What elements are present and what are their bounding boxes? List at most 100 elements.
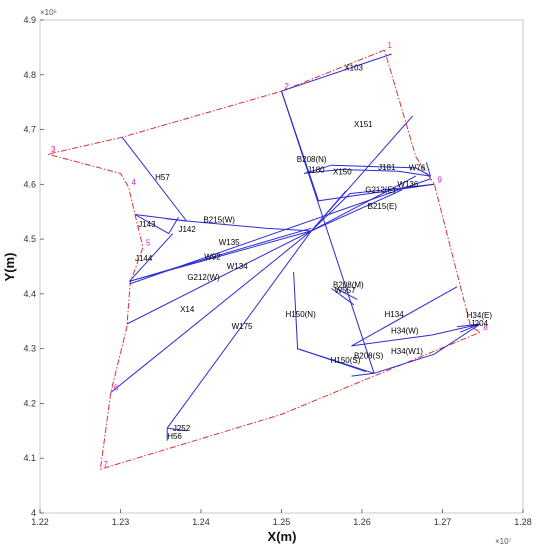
line-label-b208-n: B208(N) — [297, 155, 327, 164]
boundary-layer — [47, 49, 482, 470]
y-tick-label: 4 — [31, 508, 36, 518]
y-tick-label: 4.8 — [23, 70, 36, 80]
y-tick-label: 4.3 — [23, 344, 36, 354]
x-tick-label: 1.26 — [353, 517, 371, 527]
line-label-b215-e: B215(E) — [368, 202, 398, 211]
line-label-h57: H57 — [155, 173, 170, 182]
series-line-j180 — [303, 169, 341, 174]
series-line-b208-n — [304, 164, 431, 177]
y-tick-label: 4.2 — [23, 398, 36, 408]
y-axis-ticks: 4 4.1 4.2 4.3 4.4 4.5 4.6 4.7 4.8 4.9 — [23, 15, 44, 518]
line-label-h56: H56 — [167, 432, 182, 441]
line-label-w135: W135 — [219, 238, 240, 247]
x-exponent-label: ×10⁷ — [495, 537, 512, 546]
x-tick-label: 1.23 — [112, 517, 130, 527]
y-tick-label: 4.4 — [23, 289, 36, 299]
series-line-g212-w — [129, 227, 312, 282]
vertex-label-layer: 1 2 3 4 5 6 7 8 9 — [51, 41, 488, 469]
y-tick-label: 4.7 — [23, 125, 36, 135]
series-line-b215-e — [310, 183, 435, 232]
series-line-w175 — [166, 230, 312, 429]
series-line-h34-w1 — [373, 323, 481, 374]
y-exponent-label: ×10⁶ — [40, 8, 57, 17]
boundary-vertex-label: 6 — [114, 383, 119, 392]
line-label-x151: X151 — [354, 120, 373, 129]
series-line-b208-s — [351, 372, 375, 377]
series-line-w135 — [129, 178, 431, 285]
line-label-b208-m: B208(M) — [333, 280, 364, 289]
boundary-vertex-label: 2 — [285, 82, 290, 91]
line-label-w557: W557 — [335, 286, 356, 295]
series-line-j181 — [340, 169, 399, 172]
line-label-j252: J252 — [173, 424, 191, 433]
series-line-j144 — [129, 233, 174, 282]
series-layer — [110, 53, 481, 441]
line-label-j142: J142 — [178, 225, 196, 234]
y-axis-title: Y(m) — [2, 253, 17, 282]
series-line-j204 — [460, 323, 481, 333]
line-label-x103: X103 — [344, 63, 363, 72]
line-label-b208-s: B208(S) — [354, 352, 384, 361]
y-tick-label: 4.1 — [23, 453, 36, 463]
line-label-w175: W175 — [232, 322, 253, 331]
x-tick-label: 1.24 — [192, 517, 210, 527]
series-line-h150-s — [297, 348, 367, 373]
series-line-j142 — [166, 218, 187, 222]
series-line-x14 — [110, 230, 312, 393]
line-label-j144: J144 — [135, 254, 153, 263]
boundary-vertex-label: 4 — [132, 178, 137, 187]
series-line-j252 — [167, 427, 187, 432]
line-label-j143: J143 — [138, 220, 156, 229]
x-axis-title: X(m) — [268, 529, 297, 544]
x-axis-ticks: 1.22 1.23 1.24 1.25 1.26 1.27 1.28 — [31, 509, 532, 527]
x-tick-label: 1.28 — [514, 517, 532, 527]
line-label-w92: W92 — [204, 252, 221, 261]
line-label-j204: J204 — [471, 319, 489, 328]
series-line-j143 — [134, 214, 179, 235]
boundary-vertex-label: 7 — [103, 460, 108, 469]
series-line-x103 — [281, 53, 392, 92]
line-label-w134: W134 — [227, 262, 248, 271]
boundary-vertex-label: 3 — [51, 145, 56, 154]
y-tick-label: 4.5 — [23, 234, 36, 244]
boundary-line — [47, 49, 482, 470]
series-line-b215-w — [134, 214, 312, 232]
plot-area — [39, 19, 524, 514]
x-tick-label: 1.25 — [273, 517, 291, 527]
series-line-h57 — [121, 136, 187, 222]
line-label-h150-n: H150(N) — [286, 310, 317, 319]
series-line-w557 — [335, 287, 358, 300]
boundary-vertex-label: 5 — [146, 238, 151, 247]
line-label-w136: W136 — [397, 180, 418, 189]
line-label-h134: H134 — [385, 310, 405, 319]
boundary-vertex-label: 9 — [437, 175, 442, 184]
line-label-j181: J181 — [378, 163, 396, 172]
x-tick-label: 1.27 — [434, 517, 452, 527]
series-line-h34-w — [351, 323, 481, 347]
series-line-h34-e — [456, 323, 481, 328]
line-label-g212-e: G212(E) — [365, 186, 396, 195]
series-line-g212-e — [311, 175, 417, 232]
x-tick-label: 1.22 — [31, 517, 49, 527]
line-label-g212-w: G212(W) — [187, 273, 220, 282]
series-line-w136 — [311, 189, 403, 232]
line-label-x14: X14 — [180, 305, 195, 314]
series-line-b208-m — [331, 287, 355, 306]
line-label-w76: W76 — [409, 164, 426, 173]
line-label-h34-w: H34(W) — [391, 326, 419, 335]
line-label-x150: X150 — [333, 167, 352, 176]
series-line-w76 — [398, 162, 432, 177]
series-line-w134 — [126, 230, 312, 325]
series-line-x150 — [310, 190, 347, 232]
y-tick-label: 4.9 — [23, 15, 36, 25]
boundary-vertex-label: 8 — [483, 323, 488, 332]
line-label-h34-e: H34(E) — [467, 311, 493, 320]
series-line-h134 — [351, 286, 458, 347]
line-label-j180: J180 — [307, 165, 325, 174]
line-label-b215-w: B215(W) — [203, 216, 235, 225]
line-label-h34-w1: H34(W1) — [391, 347, 423, 356]
line-label-h150-s: H150(S) — [331, 356, 361, 365]
series-line — [281, 91, 375, 374]
